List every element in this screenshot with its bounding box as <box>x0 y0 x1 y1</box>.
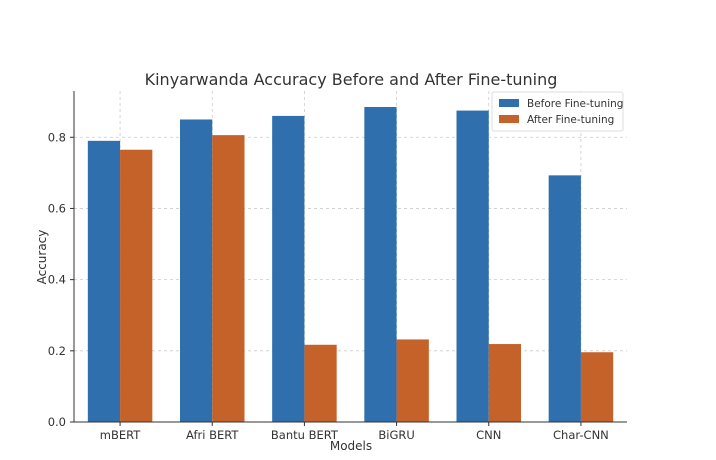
y-tick-label-1: 0.2 <box>48 344 66 358</box>
x-tick-label-0: mBERT <box>100 428 142 442</box>
legend-label-after: After Fine-tuning <box>527 114 614 126</box>
x-tick-label-5: Char-CNN <box>553 428 609 442</box>
legend-label-before: Before Fine-tuning <box>527 98 623 110</box>
grid-layer <box>74 91 627 423</box>
bar-before-1 <box>179 119 213 423</box>
x-tick-label-1: Afri BERT <box>186 428 239 442</box>
bar-after-4 <box>488 344 522 422</box>
x-tick-label-4: CNN <box>476 428 501 442</box>
bar-after-2 <box>304 344 337 422</box>
legend-frame <box>491 91 624 132</box>
bar-after-5 <box>580 352 614 422</box>
bars-layer <box>87 107 614 423</box>
x-tick-label-2: Bantu BERT <box>271 428 339 442</box>
y-tick-label-0: 0.0 <box>48 415 66 429</box>
x-tick-label-3: BiGRU <box>378 428 414 442</box>
bar-before-5 <box>548 175 581 422</box>
y-tick-label-4: 0.8 <box>48 130 66 144</box>
bar-before-0 <box>87 140 121 423</box>
legend-swatch-before <box>499 99 519 107</box>
axes-layer <box>73 91 627 423</box>
bar-before-2 <box>272 115 305 423</box>
y-tick-label-2: 0.4 <box>48 273 66 287</box>
bar-before-3 <box>364 107 397 423</box>
legend-swatch-after <box>499 115 519 123</box>
y-axis-label: Accuracy <box>35 230 49 285</box>
bar-after-3 <box>396 339 429 422</box>
bar-before-4 <box>456 110 489 423</box>
bar-after-0 <box>120 149 153 422</box>
x-axis-label: Models <box>330 439 372 453</box>
ticks-layer: 0.0 0.2 0.4 0.6 0.8 mBERT Afri BERT Bantu BERT B… <box>48 130 609 442</box>
y-tick-label-3: 0.6 <box>48 201 66 215</box>
bar-after-1 <box>212 135 245 422</box>
legend: Before Fine-tuning After Fine-tuning <box>491 91 624 132</box>
chart-title: Kinyarwanda Accuracy Before and After Fi… <box>145 70 558 89</box>
